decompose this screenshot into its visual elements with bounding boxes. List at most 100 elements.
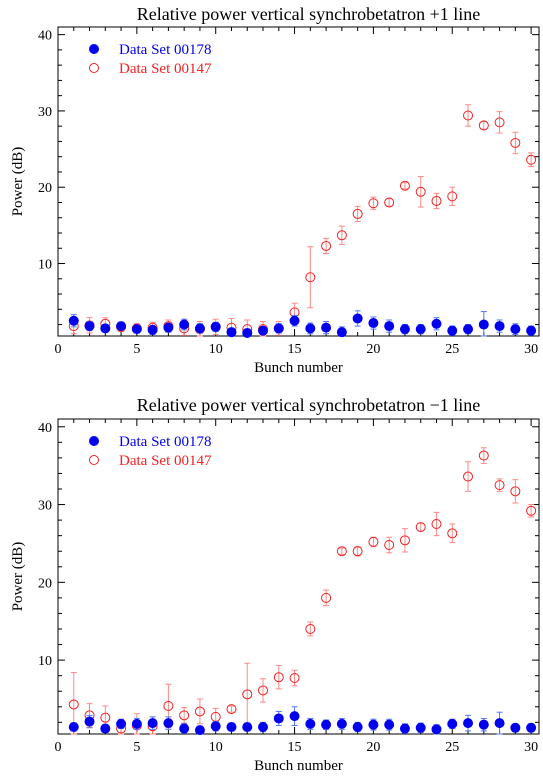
data-point-filled <box>210 721 221 732</box>
legend-label: Data Set 00178 <box>119 42 211 58</box>
y-tick-label: 10 <box>38 258 52 273</box>
data-point-filled <box>321 719 332 730</box>
data-point-open <box>368 198 379 209</box>
data-point-open <box>242 689 253 700</box>
data-point-open <box>384 197 395 208</box>
data-point-filled <box>258 722 269 732</box>
data-point-filled <box>226 327 237 338</box>
data-point-filled <box>321 322 332 333</box>
y-tick-label: 30 <box>38 105 52 120</box>
data-point-open <box>463 471 474 482</box>
x-tick-label: 20 <box>366 342 380 357</box>
data-point-open <box>321 592 332 603</box>
data-point-filled <box>526 722 537 733</box>
data-point-open <box>321 240 332 251</box>
x-tick-label: 10 <box>209 740 223 755</box>
data-point-open <box>494 480 505 491</box>
data-point-filled <box>100 723 111 734</box>
data-point-filled <box>336 327 347 338</box>
y-tick-label: 20 <box>38 576 52 591</box>
data-point-open <box>336 546 347 557</box>
legend-marker-filled <box>89 436 99 446</box>
data-point-open <box>526 505 537 516</box>
data-point-filled <box>447 718 458 729</box>
data-point-filled <box>226 722 237 732</box>
y-tick-label: 30 <box>38 499 52 514</box>
plot-frame <box>57 26 540 337</box>
data-point-filled <box>116 718 127 729</box>
data-point-filled <box>415 324 426 335</box>
x-tick-label: 15 <box>288 342 302 357</box>
data-point-open <box>210 711 221 722</box>
legend-label: Data Set 00147 <box>119 453 212 469</box>
data-point-filled <box>289 711 300 722</box>
data-point-open <box>384 540 395 550</box>
data-point-filled <box>399 723 410 734</box>
data-point-filled <box>431 724 442 735</box>
plot-frame <box>57 418 540 735</box>
chart-title: Relative power vertical synchrobetatron … <box>137 395 481 415</box>
data-point-open <box>100 712 111 723</box>
data-point-filled <box>368 719 379 730</box>
data-point-open <box>352 208 363 219</box>
data-point-filled <box>478 319 489 330</box>
data-point-open <box>431 519 442 529</box>
data-point-filled <box>526 325 537 336</box>
data-point-filled <box>415 722 426 733</box>
x-tick-label: 20 <box>366 740 380 755</box>
x-tick-label: 15 <box>288 740 302 755</box>
data-point-open <box>447 191 458 202</box>
data-point-open <box>478 450 489 461</box>
data-point-filled <box>399 324 410 335</box>
x-axis-label: Bunch number <box>254 758 343 774</box>
legend-label: Data Set 00178 <box>119 434 211 450</box>
data-point-open <box>463 110 474 121</box>
data-point-open <box>510 137 521 148</box>
data-point-open <box>352 546 363 557</box>
data-point-filled <box>163 322 174 333</box>
data-point-filled <box>352 722 363 732</box>
data-point-filled <box>147 718 158 729</box>
data-point-filled <box>68 722 79 732</box>
data-point-filled <box>258 325 269 336</box>
data-point-open <box>273 672 284 683</box>
data-point-open <box>415 186 426 197</box>
y-tick-label: 20 <box>38 181 52 196</box>
data-point-filled <box>368 318 379 329</box>
data-point-filled <box>242 722 253 732</box>
data-point-filled <box>147 324 158 335</box>
data-point-open <box>68 699 79 710</box>
data-point-filled <box>463 324 474 335</box>
data-point-filled <box>305 718 316 729</box>
y-tick-label: 10 <box>38 654 52 669</box>
data-point-filled <box>510 324 521 335</box>
data-point-filled <box>384 321 395 332</box>
legend-marker-open <box>89 455 99 465</box>
x-tick-label: 10 <box>209 342 223 357</box>
data-point-filled <box>194 323 205 334</box>
data-point-filled <box>494 321 505 332</box>
series-data-set-00147 <box>68 104 537 337</box>
data-point-filled <box>336 718 347 729</box>
legend-label: Data Set 00147 <box>119 61 212 77</box>
chart-title: Relative power vertical synchrobetatron … <box>137 4 481 24</box>
data-point-open <box>179 710 190 721</box>
data-point-open <box>494 117 505 128</box>
data-point-open <box>399 180 410 191</box>
data-point-filled <box>100 323 111 334</box>
series-data-set-00178 <box>68 310 537 338</box>
data-point-filled <box>242 327 253 338</box>
x-tick-label: 30 <box>524 342 538 357</box>
x-tick-label: 5 <box>133 342 140 357</box>
data-point-open <box>305 272 316 283</box>
y-axis-label: Power (dB) <box>10 542 26 612</box>
data-point-filled <box>116 321 127 332</box>
data-point-open <box>399 535 410 546</box>
data-point-filled <box>305 323 316 334</box>
data-point-filled <box>68 315 79 326</box>
data-point-filled <box>289 315 300 326</box>
data-point-filled <box>179 319 190 330</box>
chart-plus-one-svg: Relative power vertical synchrobetatron … <box>10 4 540 376</box>
data-point-filled <box>84 321 95 332</box>
data-point-filled <box>273 713 284 724</box>
